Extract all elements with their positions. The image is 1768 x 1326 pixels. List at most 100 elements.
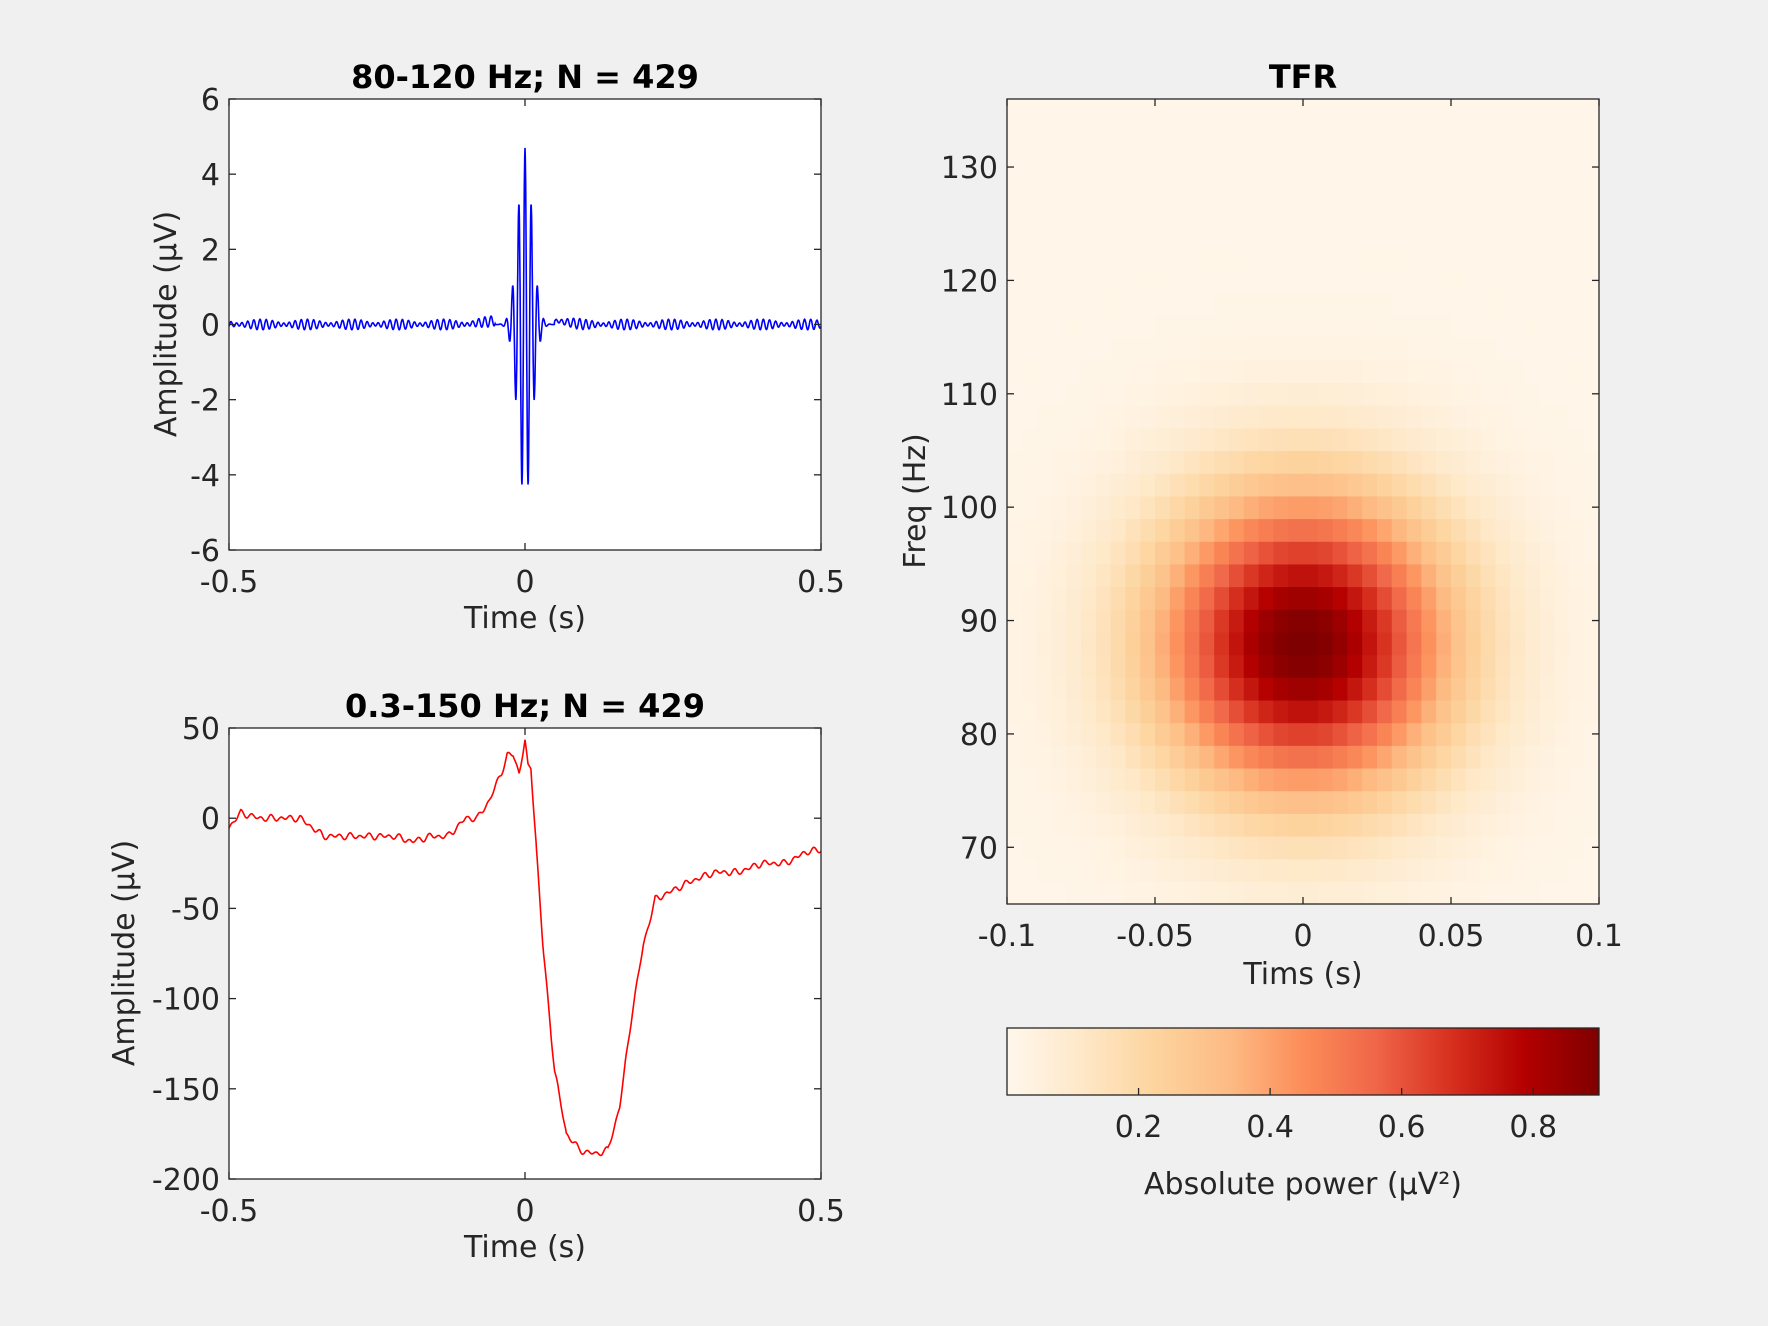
heatmap-cell bbox=[1214, 677, 1230, 701]
heatmap-cell bbox=[1021, 201, 1038, 225]
heatmap-cell bbox=[1007, 518, 1023, 542]
heatmap-cell bbox=[1377, 178, 1393, 202]
heatmap-cell bbox=[1421, 382, 1437, 406]
heatmap-cell bbox=[1377, 405, 1393, 429]
heatmap-cell bbox=[1332, 427, 1348, 452]
heatmap-cell bbox=[1021, 722, 1038, 746]
heatmap-cell bbox=[1110, 314, 1126, 338]
heatmap-cell bbox=[1110, 790, 1126, 814]
heatmap-cell bbox=[1140, 518, 1156, 542]
heatmap-cell bbox=[1021, 541, 1038, 565]
heatmap-cell bbox=[1021, 677, 1038, 701]
heatmap-cell bbox=[1391, 427, 1408, 452]
heatmap-cell bbox=[1081, 337, 1097, 361]
y-tick-label: 0 bbox=[201, 309, 220, 344]
heatmap-cell bbox=[1569, 246, 1585, 270]
heatmap-cell bbox=[1007, 291, 1023, 316]
heatmap-cell bbox=[1007, 813, 1023, 837]
heatmap-cell bbox=[1525, 450, 1541, 474]
heatmap-cell bbox=[1288, 382, 1304, 406]
heatmap-cell bbox=[1243, 155, 1260, 179]
heatmap-cell bbox=[1214, 495, 1230, 520]
heatmap-cell bbox=[1539, 609, 1556, 633]
heatmap-cell bbox=[1066, 291, 1082, 316]
heatmap-cell bbox=[1347, 835, 1363, 860]
heatmap-cell bbox=[1229, 518, 1245, 542]
heatmap-cell bbox=[1288, 677, 1304, 701]
heatmap-cell bbox=[1036, 563, 1052, 588]
heatmap-cell bbox=[1421, 699, 1437, 724]
heatmap-cell bbox=[1421, 314, 1437, 338]
heatmap-cell bbox=[1021, 99, 1038, 111]
heatmap-cell bbox=[1066, 586, 1082, 610]
heatmap-cell bbox=[1273, 563, 1289, 588]
heatmap-cell bbox=[1480, 631, 1496, 656]
heatmap-cell bbox=[1169, 359, 1186, 384]
heatmap-cell bbox=[1258, 427, 1274, 452]
heatmap-cell bbox=[1421, 246, 1437, 270]
heatmap-cell bbox=[1421, 269, 1437, 293]
heatmap-cell bbox=[1081, 541, 1097, 565]
heatmap-cell bbox=[1510, 563, 1526, 588]
heatmap-cell bbox=[1199, 155, 1215, 179]
heatmap-cell bbox=[1169, 269, 1186, 293]
heatmap-cell bbox=[1347, 427, 1363, 452]
heatmap-cell bbox=[1125, 631, 1141, 656]
heatmap-cell bbox=[1110, 745, 1126, 769]
heatmap-cell bbox=[1243, 133, 1260, 157]
heatmap-cell bbox=[1569, 450, 1585, 474]
heatmap-cell bbox=[1229, 99, 1245, 111]
heatmap-cell bbox=[1125, 813, 1141, 837]
heatmap-cell bbox=[1554, 586, 1570, 610]
heatmap-cell bbox=[1362, 790, 1378, 814]
heatmap-cell bbox=[1125, 745, 1141, 769]
heatmap-cell bbox=[1081, 563, 1097, 588]
heatmap-cell bbox=[1391, 722, 1408, 746]
heatmap-cell bbox=[1303, 359, 1319, 384]
heatmap-cell bbox=[1317, 722, 1334, 746]
heatmap-cell bbox=[1436, 178, 1452, 202]
heatmap-cell bbox=[1436, 291, 1452, 316]
heatmap-cell bbox=[1288, 99, 1304, 111]
heatmap-cell bbox=[1125, 450, 1141, 474]
heatmap-cell bbox=[1465, 382, 1482, 406]
heatmap-cell bbox=[1510, 541, 1526, 565]
heatmap-cell bbox=[1288, 337, 1304, 361]
heatmap-cell bbox=[1007, 835, 1023, 860]
heatmap-cell bbox=[1510, 813, 1526, 837]
colorbar: 0.2 0.4 0.6 0.8 Absolute power (μV²) bbox=[1006, 1027, 1600, 1202]
heatmap-cell bbox=[1317, 790, 1334, 814]
heatmap-cell bbox=[1125, 563, 1141, 588]
heatmap-cell bbox=[1539, 359, 1556, 384]
heatmap-cell bbox=[1510, 178, 1526, 202]
heatmap-cell bbox=[1347, 473, 1363, 497]
y-tick-label: -200 bbox=[152, 1163, 220, 1198]
heatmap-cell bbox=[1007, 722, 1023, 746]
heatmap-cell bbox=[1362, 359, 1378, 384]
heatmap-cell bbox=[1273, 881, 1289, 905]
heatmap-cell bbox=[1051, 586, 1067, 610]
heatmap-cell bbox=[1169, 427, 1186, 452]
heatmap-cell bbox=[1155, 495, 1171, 520]
heatmap-cell bbox=[1451, 110, 1467, 134]
heatmap-cell bbox=[1377, 790, 1393, 814]
heatmap-cell bbox=[1495, 767, 1511, 792]
heatmap-cell bbox=[1273, 677, 1289, 701]
heatmap-cell bbox=[1347, 722, 1363, 746]
heatmap-cell bbox=[1510, 699, 1526, 724]
heatmap-cell bbox=[1525, 99, 1541, 111]
heatmap-cell bbox=[1169, 337, 1186, 361]
heatmap-cell bbox=[1510, 110, 1526, 134]
heatmap-cell bbox=[1480, 677, 1496, 701]
heatmap-cell bbox=[1169, 291, 1186, 316]
heatmap-cell bbox=[1273, 223, 1289, 247]
heatmap-cell bbox=[1451, 201, 1467, 225]
heatmap-cell bbox=[1081, 133, 1097, 157]
heatmap-cell bbox=[1436, 790, 1452, 814]
heatmap-cell bbox=[1480, 563, 1496, 588]
heatmap-cell bbox=[1317, 835, 1334, 860]
heatmap-cell bbox=[1273, 201, 1289, 225]
heatmap-cell bbox=[1258, 155, 1274, 179]
heatmap-cell bbox=[1155, 337, 1171, 361]
heatmap-cell bbox=[1510, 201, 1526, 225]
